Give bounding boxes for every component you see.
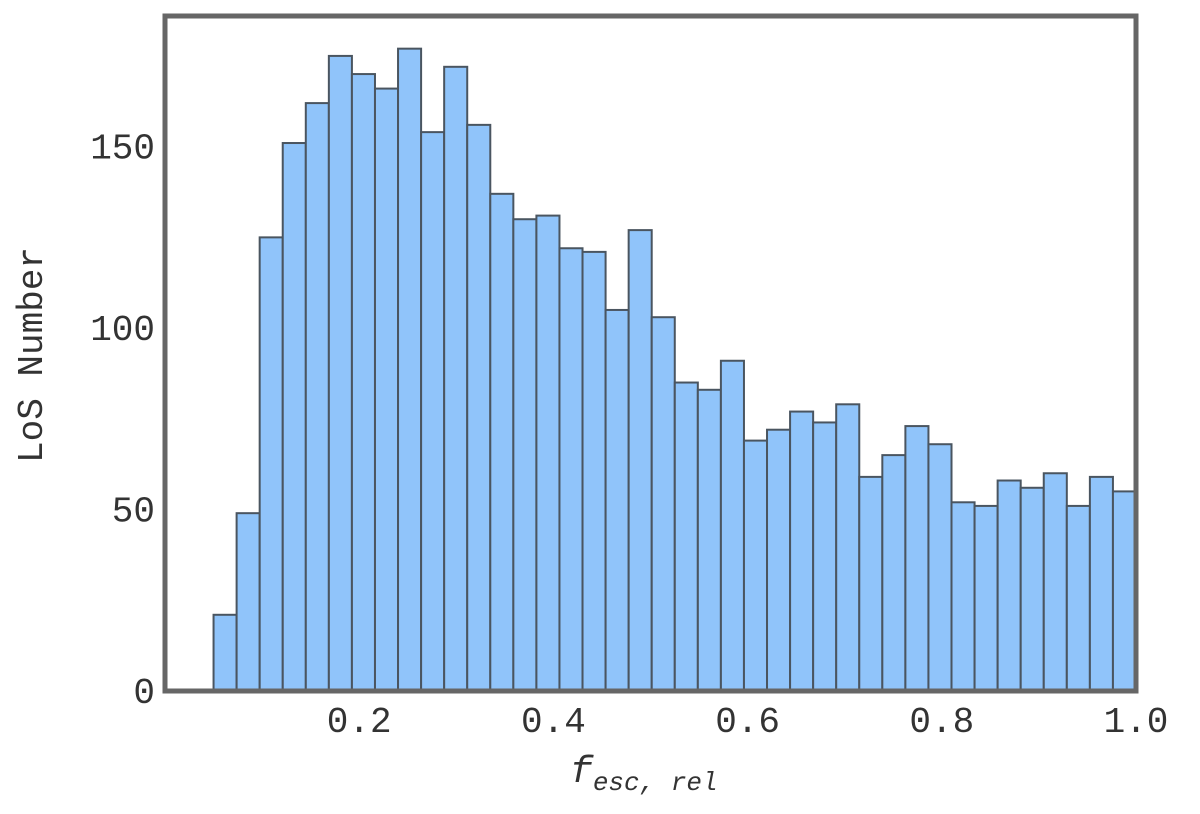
x-axis-label: fesc, rel	[570, 751, 718, 798]
x-tick-label: 1.0	[1104, 702, 1169, 743]
bar	[558, 247, 584, 693]
bar	[535, 214, 561, 692]
bar	[327, 54, 353, 692]
bar	[258, 236, 284, 692]
bar	[742, 439, 769, 692]
bar	[512, 218, 538, 692]
bar	[789, 410, 815, 692]
bar	[304, 102, 330, 692]
bar	[812, 421, 838, 692]
bar	[373, 87, 400, 693]
bar	[835, 403, 861, 692]
plot-area	[212, 47, 1137, 693]
bar	[950, 501, 976, 692]
bar	[996, 479, 1022, 693]
bar	[1088, 475, 1114, 692]
y-axis-label: LoS Number	[12, 247, 53, 463]
bar	[719, 359, 745, 692]
bar	[927, 443, 953, 692]
bar	[489, 192, 515, 693]
bar	[973, 504, 999, 692]
bar	[581, 250, 607, 693]
bar	[766, 428, 792, 692]
x-tick-label: 0.6	[715, 702, 780, 743]
bar	[858, 475, 884, 692]
bar	[673, 381, 699, 692]
y-tick-label: 100	[90, 310, 155, 351]
axes-frame	[162, 13, 1139, 694]
bar	[235, 512, 261, 693]
x-axis-label-base: f	[570, 751, 594, 794]
bar	[281, 142, 307, 693]
y-tick-label: 150	[90, 129, 155, 170]
x-tick-label: 0.8	[909, 702, 974, 743]
bar	[350, 73, 376, 692]
bar	[1065, 504, 1091, 692]
x-axis-label-sub: esc, rel	[593, 768, 718, 798]
y-tick-label: 50	[112, 492, 155, 533]
x-tick-label: 0.4	[521, 702, 586, 743]
x-tick-label: 0.2	[327, 702, 392, 743]
bar	[212, 613, 238, 693]
bar	[650, 316, 676, 692]
bar	[904, 425, 930, 692]
bar	[604, 308, 630, 692]
bar	[881, 454, 907, 693]
bar	[627, 229, 653, 692]
bar	[420, 131, 446, 692]
y-tick-label: 0	[133, 673, 155, 714]
bar	[466, 123, 492, 692]
bar	[1042, 472, 1068, 692]
bar	[696, 388, 722, 692]
bar	[443, 65, 469, 692]
bar	[1111, 490, 1137, 692]
bar	[1019, 486, 1045, 692]
bar	[397, 47, 423, 692]
